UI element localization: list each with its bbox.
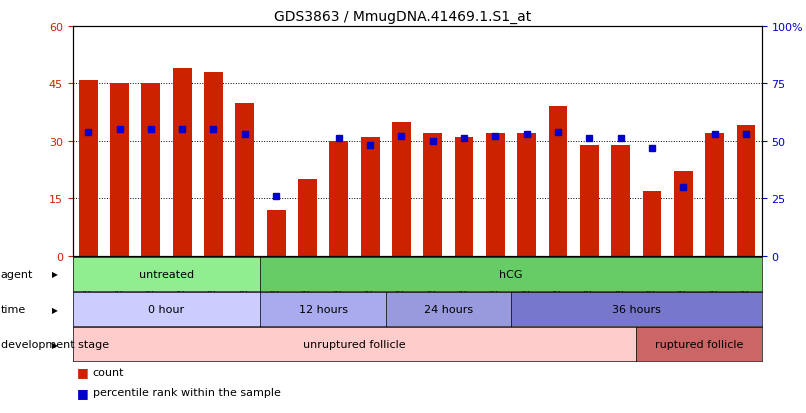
Bar <box>580 145 599 256</box>
Text: count: count <box>93 367 124 377</box>
Bar <box>361 138 380 256</box>
Text: ▶: ▶ <box>52 340 58 349</box>
Text: unruptured follicle: unruptured follicle <box>303 339 405 349</box>
Text: percentile rank within the sample: percentile rank within the sample <box>93 387 280 397</box>
Text: hCG: hCG <box>500 269 523 279</box>
Bar <box>549 107 567 256</box>
Bar <box>330 141 348 256</box>
Bar <box>517 134 536 256</box>
Text: 12 hours: 12 hours <box>299 304 347 314</box>
Bar <box>486 134 505 256</box>
Bar <box>392 122 411 256</box>
Text: development stage: development stage <box>1 339 109 349</box>
Text: ruptured follicle: ruptured follicle <box>654 339 743 349</box>
Bar <box>705 134 724 256</box>
Text: agent: agent <box>1 269 33 279</box>
Bar <box>79 80 98 256</box>
Bar <box>455 138 473 256</box>
Text: untreated: untreated <box>139 269 194 279</box>
Text: 24 hours: 24 hours <box>424 304 473 314</box>
Bar <box>423 134 442 256</box>
Bar <box>141 84 160 256</box>
Bar <box>737 126 755 256</box>
Text: GDS3863 / MmugDNA.41469.1.S1_at: GDS3863 / MmugDNA.41469.1.S1_at <box>274 10 532 24</box>
Bar <box>235 103 254 256</box>
Bar <box>298 180 317 256</box>
Text: 0 hour: 0 hour <box>148 304 185 314</box>
Bar <box>172 69 192 256</box>
Text: time: time <box>1 304 26 314</box>
Bar <box>642 191 662 256</box>
Text: 36 hours: 36 hours <box>612 304 661 314</box>
Text: ■: ■ <box>77 386 89 399</box>
Bar <box>204 73 223 256</box>
Bar <box>267 210 285 256</box>
Text: ▶: ▶ <box>52 305 58 314</box>
Bar <box>611 145 630 256</box>
Bar <box>110 84 129 256</box>
Bar <box>674 172 693 256</box>
Text: ▶: ▶ <box>52 270 58 279</box>
Text: ■: ■ <box>77 365 89 378</box>
